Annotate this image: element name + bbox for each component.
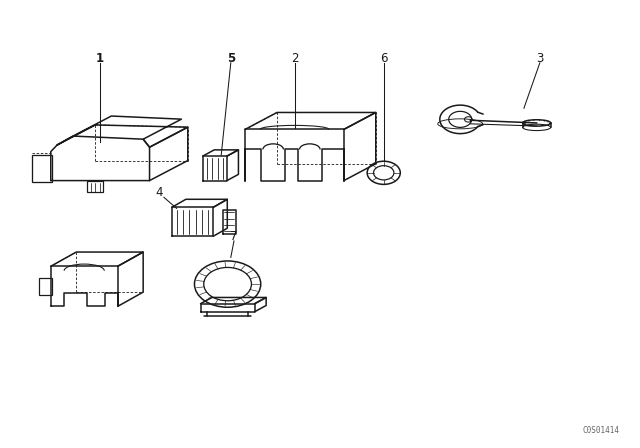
Bar bbox=[88, 181, 103, 192]
Text: 1: 1 bbox=[96, 52, 104, 65]
Text: 4: 4 bbox=[156, 186, 163, 199]
Bar bbox=[39, 278, 52, 295]
Text: 2: 2 bbox=[291, 52, 298, 65]
Text: 3: 3 bbox=[536, 52, 543, 65]
Text: 7: 7 bbox=[230, 230, 237, 243]
Text: 6: 6 bbox=[380, 52, 387, 65]
Text: 5: 5 bbox=[227, 52, 235, 65]
Text: C0S01414: C0S01414 bbox=[582, 426, 620, 435]
Bar bbox=[31, 155, 52, 182]
